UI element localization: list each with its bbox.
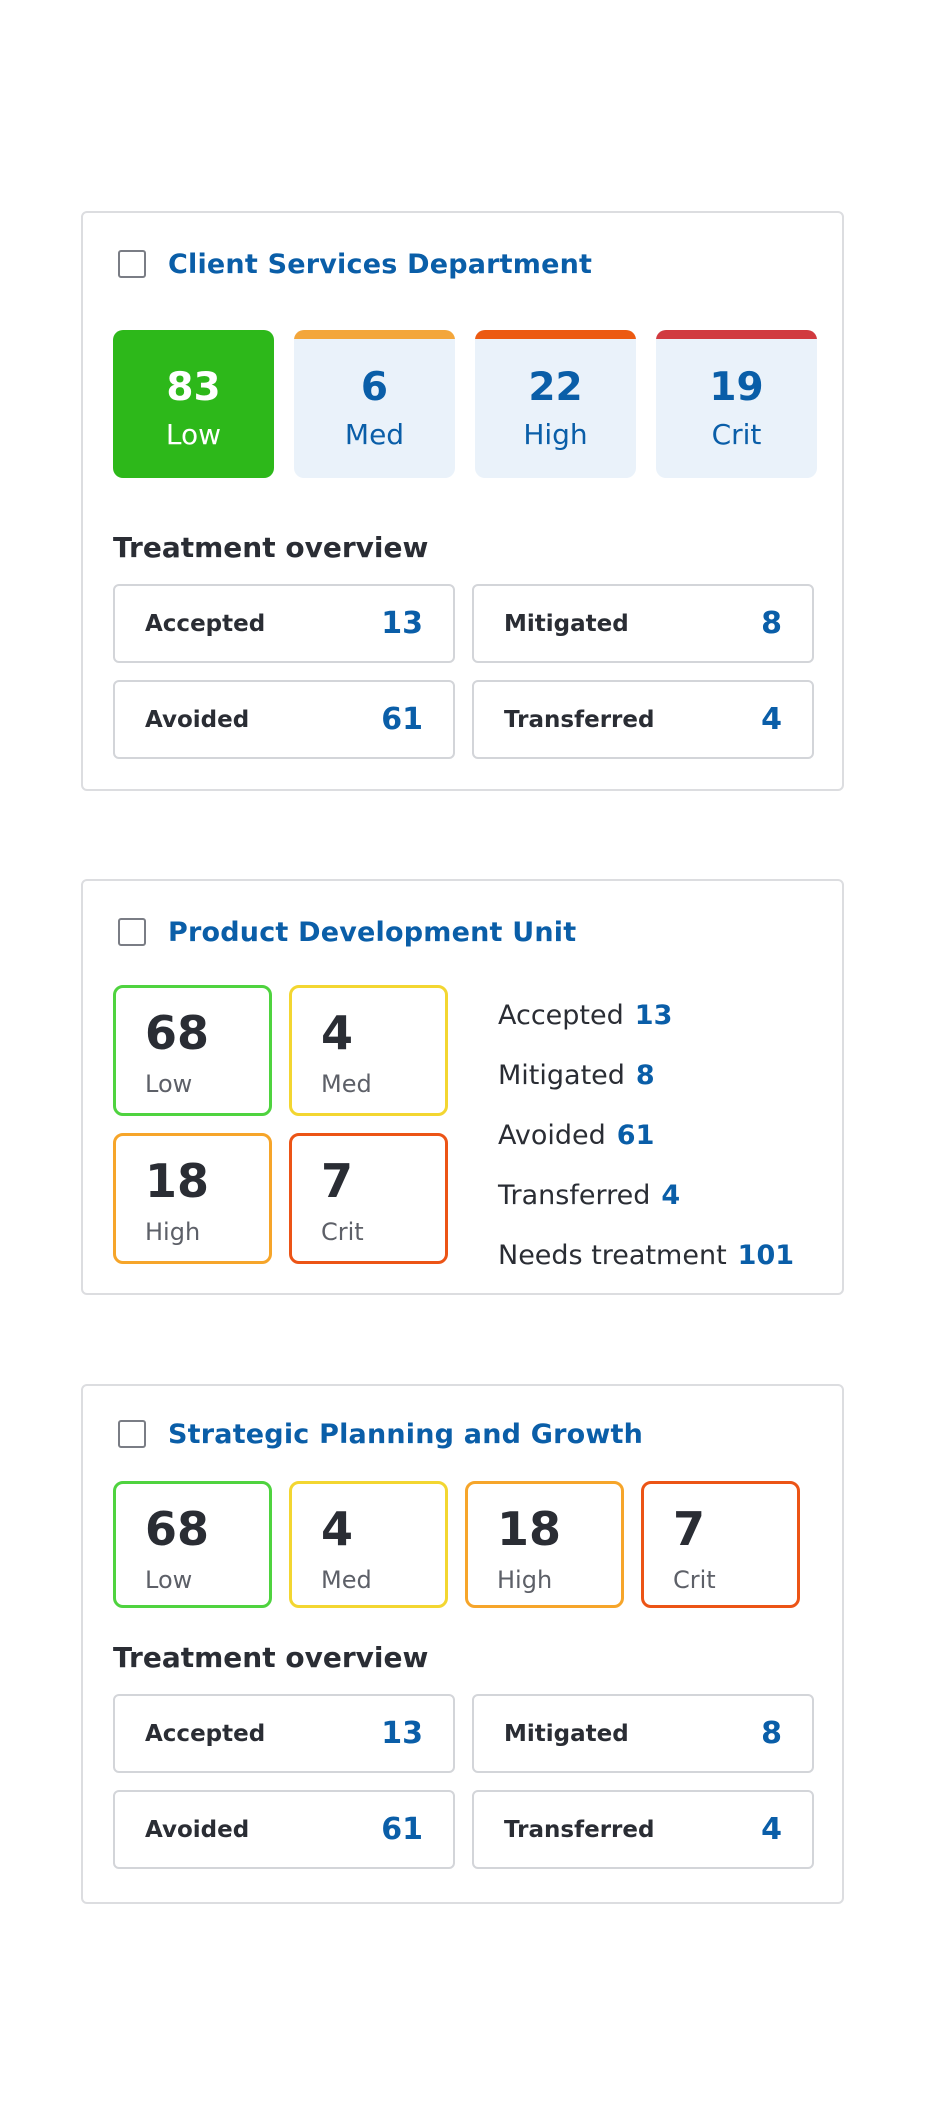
risk-level-label: High — [523, 417, 588, 451]
risk-level-label: Crit — [321, 1218, 364, 1246]
risk-level-label: High — [145, 1218, 201, 1246]
risk-count: 18 — [145, 1154, 210, 1208]
risk-level-label: High — [497, 1566, 553, 1594]
risk-level-label: Low — [145, 1070, 193, 1098]
severity-bar — [475, 330, 636, 339]
treatment-cell-mitigated[interactable]: Mitigated 8 — [472, 584, 814, 663]
risk-tiles: 83 Low 6 Med 22 High 19 Crit — [113, 330, 817, 478]
treatment-value: 4 — [761, 702, 782, 737]
treatment-value: 13 — [381, 1716, 423, 1751]
risk-level-label: Low — [165, 417, 222, 451]
treatment-value: 61 — [381, 1812, 423, 1847]
risk-count: 4 — [321, 1006, 354, 1060]
department-card-product-development: Product Development Unit 68 Low 4 Med 18… — [81, 879, 844, 1295]
risk-count: 7 — [321, 1154, 354, 1208]
risk-level-label: Crit — [711, 417, 762, 451]
risk-count: 7 — [673, 1502, 706, 1556]
treatment-value: 13 — [381, 606, 423, 641]
risk-count: 83 — [166, 364, 221, 410]
risk-count: 68 — [145, 1502, 210, 1556]
risk-level-label: Med — [321, 1566, 372, 1594]
department-card-strategic-planning: Strategic Planning and Growth 68 Low 4 M… — [81, 1384, 844, 1904]
stat-value: 8 — [635, 1059, 655, 1091]
select-checkbox[interactable] — [118, 1420, 146, 1448]
select-checkbox[interactable] — [118, 918, 146, 946]
select-checkbox[interactable] — [118, 250, 146, 278]
treatment-value: 8 — [761, 1716, 782, 1751]
risk-tile-med[interactable]: 4 Med — [289, 1481, 448, 1608]
treatment-label: Mitigated — [504, 610, 629, 637]
treatment-label: Avoided — [145, 706, 250, 733]
risk-tile-crit[interactable]: 19 Crit — [656, 330, 817, 478]
risk-tile-crit[interactable]: 7 Crit — [641, 1481, 800, 1608]
risk-tiles: 68 Low 4 Med 18 High 7 Crit — [113, 1481, 800, 1608]
treatment-label: Transferred — [504, 1816, 655, 1843]
stat-label: Avoided — [498, 1119, 606, 1151]
treatment-cell-transferred[interactable]: Transferred 4 — [472, 1790, 814, 1869]
risk-tile-med[interactable]: 4 Med — [289, 985, 448, 1116]
treatment-cell-accepted[interactable]: Accepted 13 — [113, 584, 455, 663]
stat-value: 4 — [661, 1179, 681, 1211]
treatment-overview-grid: Accepted 13 Mitigated 8 Avoided 61 Trans… — [113, 584, 814, 759]
stat-label: Mitigated — [498, 1059, 625, 1091]
treatment-value: 4 — [761, 1812, 782, 1847]
treatment-label: Mitigated — [504, 1720, 629, 1747]
risk-tile-med[interactable]: 6 Med — [294, 330, 455, 478]
treatment-cell-mitigated[interactable]: Mitigated 8 — [472, 1694, 814, 1773]
severity-bar — [294, 330, 455, 339]
stat-label: Accepted — [498, 999, 624, 1031]
treatment-label: Avoided — [145, 1816, 250, 1843]
stat-label: Transferred — [498, 1179, 651, 1211]
treatment-label: Accepted — [145, 610, 266, 637]
stat-accepted: Accepted 13 — [498, 985, 794, 1045]
treatment-label: Transferred — [504, 706, 655, 733]
stat-transferred: Transferred 4 — [498, 1165, 794, 1225]
risk-level-label: Low — [145, 1566, 193, 1594]
department-card-client-services: Client Services Department 83 Low 6 Med … — [81, 211, 844, 791]
card-header: Strategic Planning and Growth — [118, 1418, 643, 1450]
treatment-label: Accepted — [145, 1720, 266, 1747]
stat-value: 61 — [616, 1119, 655, 1151]
stat-label: Needs treatment — [498, 1239, 727, 1271]
treatment-cell-avoided[interactable]: Avoided 61 — [113, 1790, 455, 1869]
treatment-cell-avoided[interactable]: Avoided 61 — [113, 680, 455, 759]
treatment-overview-grid: Accepted 13 Mitigated 8 Avoided 61 Trans… — [113, 1694, 814, 1869]
treatment-value: 8 — [761, 606, 782, 641]
card-header: Product Development Unit — [118, 916, 576, 948]
risk-level-label: Med — [321, 1070, 372, 1098]
risk-tile-high[interactable]: 22 High — [475, 330, 636, 478]
card-title[interactable]: Strategic Planning and Growth — [168, 1418, 644, 1450]
risk-count: 6 — [360, 364, 389, 410]
risk-tile-high[interactable]: 18 High — [465, 1481, 624, 1608]
treatment-overview-heading: Treatment overview — [113, 1641, 429, 1674]
stat-value: 101 — [737, 1239, 795, 1271]
treatment-cell-transferred[interactable]: Transferred 4 — [472, 680, 814, 759]
stat-mitigated: Mitigated 8 — [498, 1045, 794, 1105]
risk-count: 68 — [145, 1006, 210, 1060]
risk-tile-high[interactable]: 18 High — [113, 1133, 272, 1264]
risk-tile-low[interactable]: 83 Low — [113, 330, 274, 478]
treatment-overview-heading: Treatment overview — [113, 531, 429, 564]
risk-count: 4 — [321, 1502, 354, 1556]
risk-count: 22 — [528, 364, 583, 410]
risk-level-label: Med — [344, 417, 405, 451]
risk-tile-low[interactable]: 68 Low — [113, 985, 272, 1116]
risk-tile-low[interactable]: 68 Low — [113, 1481, 272, 1608]
risk-level-label: Crit — [673, 1566, 716, 1594]
treatment-stats-list: Accepted 13 Mitigated 8 Avoided 61 Trans… — [498, 985, 794, 1285]
risk-count: 19 — [709, 364, 764, 410]
severity-bar — [656, 330, 817, 339]
card-title[interactable]: Product Development Unit — [168, 916, 577, 948]
card-header: Client Services Department — [118, 248, 592, 280]
risk-tiles: 68 Low 4 Med 18 High 7 Crit — [113, 985, 448, 1264]
stat-avoided: Avoided 61 — [498, 1105, 794, 1165]
risk-count: 18 — [497, 1502, 562, 1556]
stat-needs-treatment: Needs treatment 101 — [498, 1225, 794, 1285]
stat-value: 13 — [634, 999, 673, 1031]
treatment-value: 61 — [381, 702, 423, 737]
card-title[interactable]: Client Services Department — [168, 248, 593, 280]
risk-tile-crit[interactable]: 7 Crit — [289, 1133, 448, 1264]
treatment-cell-accepted[interactable]: Accepted 13 — [113, 1694, 455, 1773]
